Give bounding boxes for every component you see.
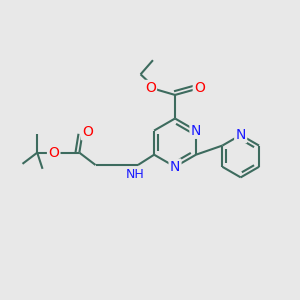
Text: O: O bbox=[48, 146, 59, 160]
Text: NH: NH bbox=[126, 168, 145, 181]
Text: N: N bbox=[191, 124, 201, 138]
Text: N: N bbox=[236, 128, 246, 142]
Text: O: O bbox=[82, 125, 93, 139]
Text: N: N bbox=[170, 160, 180, 174]
Text: O: O bbox=[194, 81, 205, 95]
Text: O: O bbox=[145, 81, 156, 95]
